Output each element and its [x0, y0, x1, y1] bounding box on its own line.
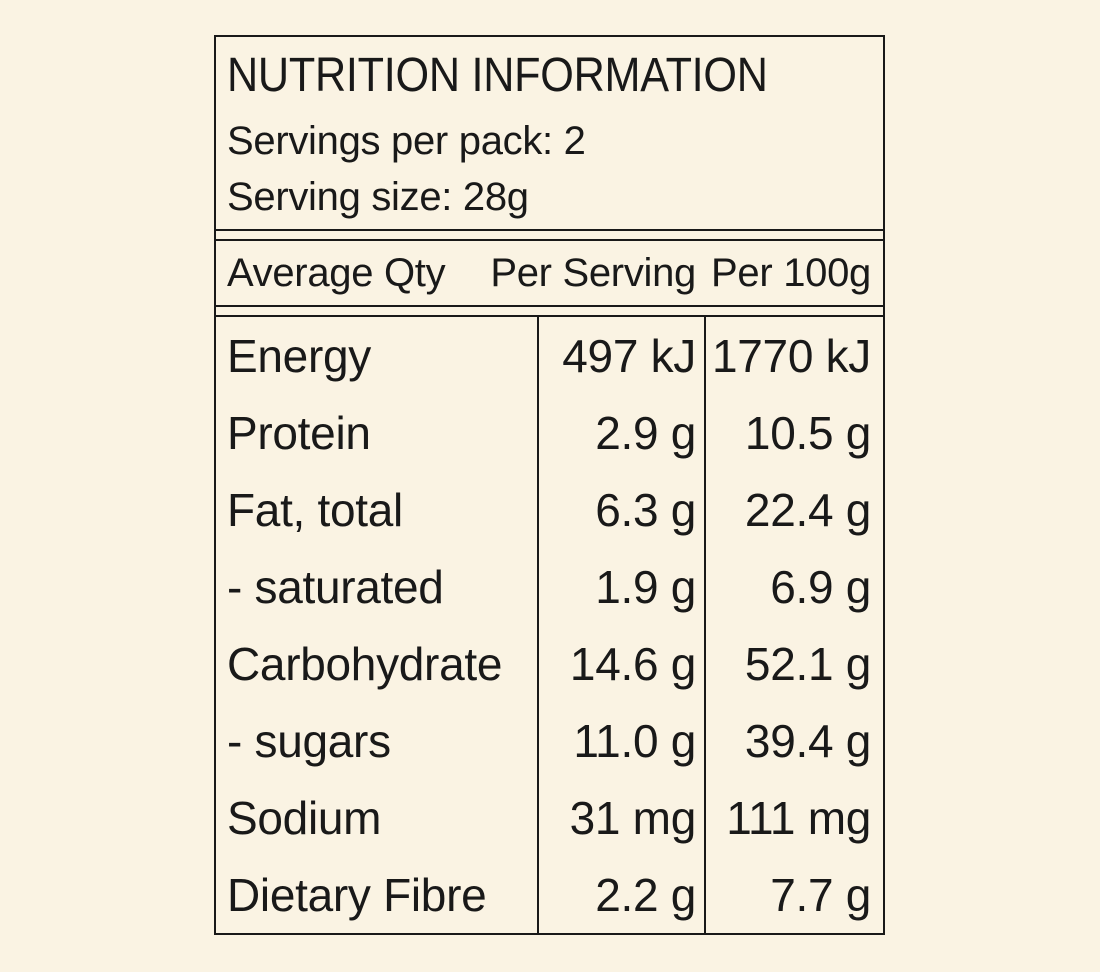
per-100g-value: 10.5 g [704, 394, 883, 471]
per-100g-value: 6.9 g [704, 548, 883, 625]
nutrition-table: Energy 497 kJ 1770 kJ Protein 2.9 g 10.5… [216, 317, 883, 933]
column-header-row: Average Qty Per Serving Per 100g [216, 241, 883, 305]
column-header-per-serving: Per Serving [490, 250, 696, 295]
per-serving-value: 1.9 g [537, 548, 704, 625]
table-row-sugars: - sugars 11.0 g 39.4 g [216, 702, 883, 779]
per-serving-value: 14.6 g [537, 625, 704, 702]
column-header-per-100g: Per 100g [711, 250, 871, 295]
servings-per-pack: Servings per pack: 2 [227, 119, 586, 163]
per-100g-value: 7.7 g [704, 856, 883, 933]
nutrition-panel: NUTRITION INFORMATION Servings per pack:… [214, 35, 885, 935]
section-divider [216, 305, 883, 317]
nutrient-name: Protein [227, 406, 371, 459]
panel-header-section: NUTRITION INFORMATION Servings per pack:… [216, 37, 883, 229]
per-serving-value: 6.3 g [537, 471, 704, 548]
table-row-fat-total: Fat, total 6.3 g 22.4 g [216, 471, 883, 548]
column-header-average-qty: Average Qty [227, 250, 446, 295]
table-row-saturated-fat: - saturated 1.9 g 6.9 g [216, 548, 883, 625]
nutrient-name: Sodium [227, 791, 382, 844]
per-100g-value: 111 mg [704, 779, 883, 856]
per-100g-value: 52.1 g [704, 625, 883, 702]
table-row-protein: Protein 2.9 g 10.5 g [216, 394, 883, 471]
nutrient-name: Fat, total [227, 483, 403, 536]
panel-title: NUTRITION INFORMATION [227, 49, 768, 102]
per-100g-value: 22.4 g [704, 471, 883, 548]
nutrient-name: Energy [227, 329, 371, 382]
per-serving-value: 2.2 g [537, 856, 704, 933]
nutrient-name: - saturated [227, 560, 444, 613]
per-serving-value: 497 kJ [537, 317, 704, 394]
per-serving-value: 31 mg [537, 779, 704, 856]
per-100g-value: 1770 kJ [704, 317, 883, 394]
table-row-energy: Energy 497 kJ 1770 kJ [216, 317, 883, 394]
table-row-dietary-fibre: Dietary Fibre 2.2 g 7.7 g [216, 856, 883, 933]
per-100g-value: 39.4 g [704, 702, 883, 779]
per-serving-value: 2.9 g [537, 394, 704, 471]
nutrient-name: Dietary Fibre [227, 868, 487, 921]
serving-size: Serving size: 28g [227, 175, 529, 219]
table-row-sodium: Sodium 31 mg 111 mg [216, 779, 883, 856]
per-serving-value: 11.0 g [537, 702, 704, 779]
nutrient-name: Carbohydrate [227, 637, 503, 690]
section-divider [216, 229, 883, 241]
nutrient-name: - sugars [227, 714, 391, 767]
table-row-carbohydrate: Carbohydrate 14.6 g 52.1 g [216, 625, 883, 702]
